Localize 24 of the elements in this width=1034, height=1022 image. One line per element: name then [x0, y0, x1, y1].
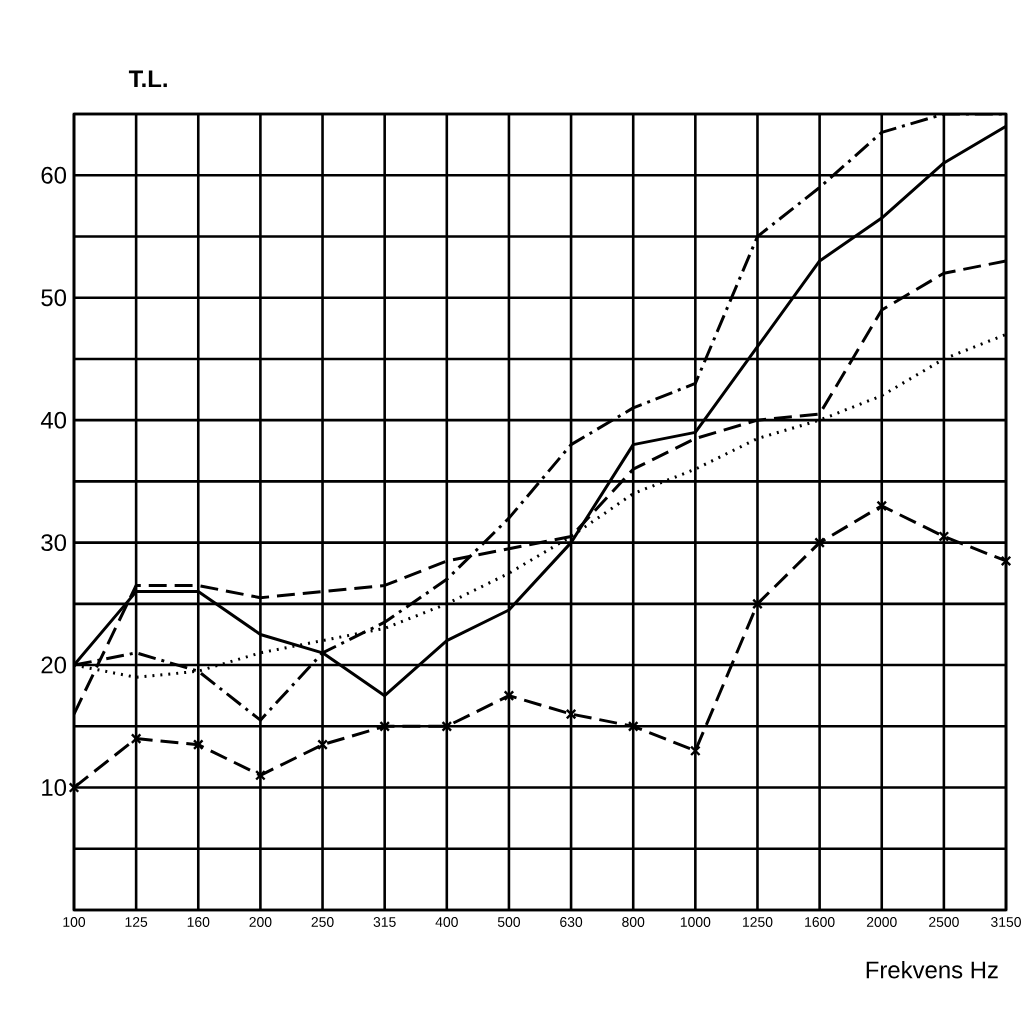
y-tick-label: 20: [41, 656, 67, 674]
point: [689, 745, 701, 757]
point: [627, 720, 639, 732]
x-axis-title: Frekvens Hz: [866, 960, 998, 979]
point: [938, 531, 950, 542]
point: [565, 708, 577, 720]
point: [503, 690, 515, 702]
point: [441, 720, 453, 732]
y-tick-label: 40: [40, 411, 67, 429]
point: [317, 739, 328, 751]
y-tick-label: 30: [41, 534, 67, 552]
point: [192, 739, 204, 751]
y-tick-label: 60: [41, 166, 67, 184]
y-tick-label: 10: [42, 779, 67, 796]
point: [1000, 555, 1012, 567]
point: [379, 720, 391, 732]
point: [876, 500, 888, 512]
point: [130, 733, 142, 744]
point: [752, 598, 763, 610]
y-tick-label: 50: [41, 289, 67, 307]
point: [814, 537, 826, 549]
point: [254, 769, 266, 781]
y-axis-title: T.L.: [128, 70, 167, 88]
point: [68, 782, 80, 793]
